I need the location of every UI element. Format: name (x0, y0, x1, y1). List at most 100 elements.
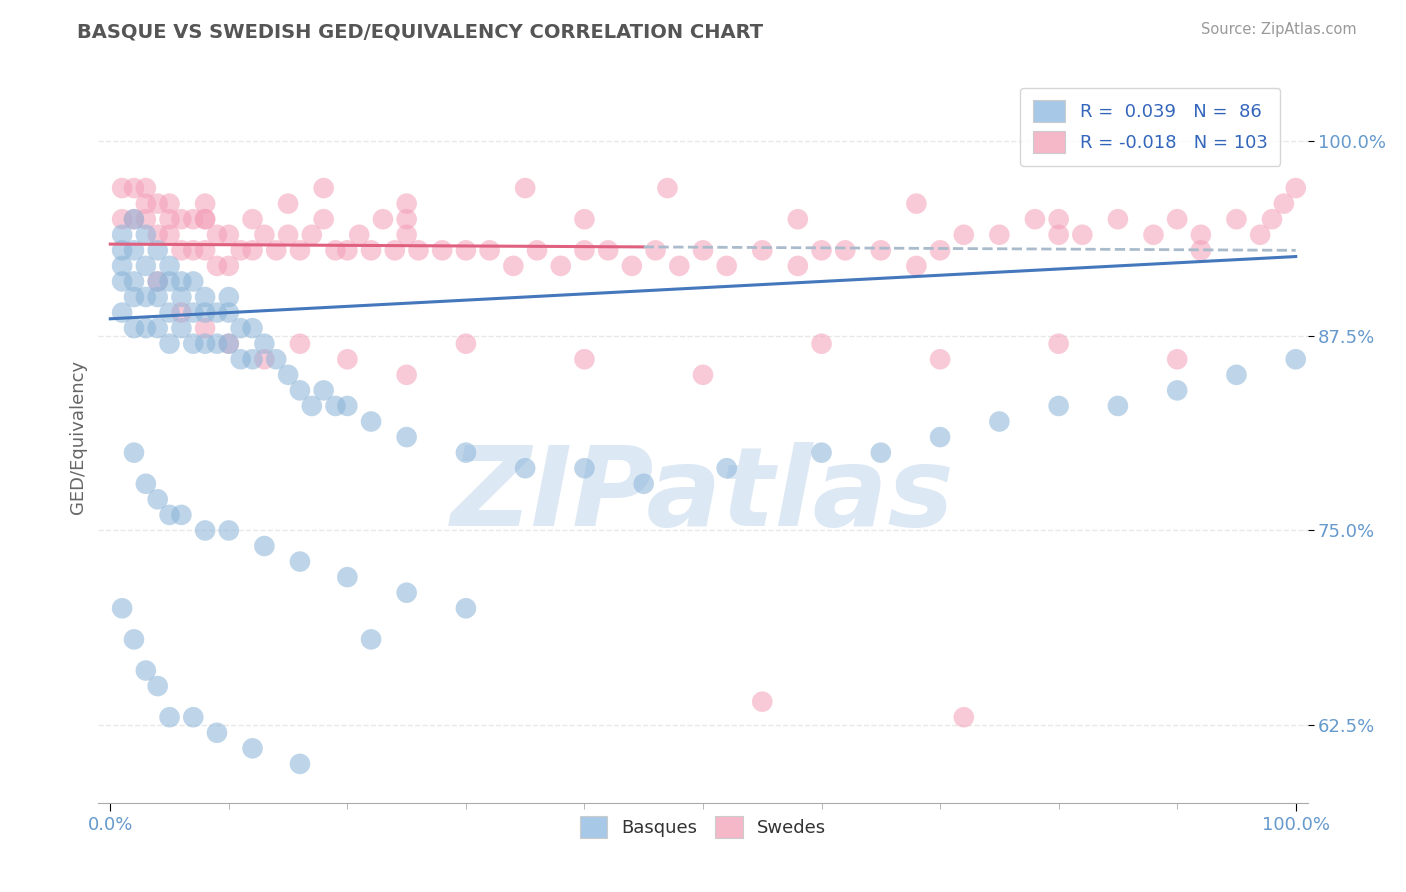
Point (1225, 212, 1247, 227)
Point (218, 336, 240, 351)
Point (929, 352, 952, 367)
Point (159, 508, 181, 522)
Point (834, 244, 856, 258)
Text: ZIPatlas: ZIPatlas (451, 442, 955, 549)
Point (478, 244, 501, 258)
Point (1261, 212, 1284, 227)
Point (146, 321, 169, 335)
Point (146, 275, 169, 289)
Point (384, 244, 406, 258)
Point (325, 399, 347, 413)
Point (146, 244, 169, 258)
Point (810, 336, 832, 351)
Point (598, 244, 620, 258)
Point (395, 227, 418, 242)
Point (277, 196, 299, 211)
Point (988, 415, 1011, 429)
Point (325, 244, 347, 258)
Point (242, 352, 264, 367)
Point (218, 290, 240, 304)
Point (668, 259, 690, 273)
Point (1071, 227, 1094, 242)
Point (159, 212, 181, 227)
Point (432, 244, 454, 258)
Point (122, 244, 145, 258)
Point (1189, 227, 1212, 242)
Point (288, 384, 311, 398)
Point (122, 275, 145, 289)
Point (146, 227, 169, 242)
Point (159, 710, 181, 724)
Point (146, 290, 169, 304)
Legend: Basques, Swedes: Basques, Swedes (572, 808, 834, 845)
Point (135, 476, 157, 491)
Point (170, 305, 193, 319)
Point (205, 725, 228, 739)
Point (253, 352, 276, 367)
Point (205, 336, 228, 351)
Point (218, 227, 240, 242)
Point (644, 244, 666, 258)
Point (170, 321, 193, 335)
Point (159, 305, 181, 319)
Point (122, 212, 145, 227)
Point (952, 710, 974, 724)
Point (312, 384, 335, 398)
Point (1249, 227, 1271, 242)
Point (1225, 368, 1247, 382)
Point (395, 368, 418, 382)
Point (159, 336, 181, 351)
Text: Source: ZipAtlas.com: Source: ZipAtlas.com (1201, 22, 1357, 37)
Point (181, 212, 204, 227)
Point (1107, 399, 1129, 413)
Point (264, 244, 287, 258)
Point (929, 244, 952, 258)
Point (905, 196, 928, 211)
Point (111, 275, 134, 289)
Point (301, 399, 323, 413)
Point (135, 259, 157, 273)
Point (135, 290, 157, 304)
Point (515, 461, 537, 475)
Point (657, 181, 679, 195)
Point (264, 352, 287, 367)
Point (620, 259, 643, 273)
Point (135, 321, 157, 335)
Point (170, 508, 193, 522)
Point (181, 305, 204, 319)
Point (242, 321, 264, 335)
Point (1189, 244, 1212, 258)
Point (988, 227, 1011, 242)
Point (288, 336, 311, 351)
Point (205, 227, 228, 242)
Point (229, 352, 252, 367)
Point (253, 227, 276, 242)
Point (194, 196, 217, 211)
Point (135, 664, 157, 678)
Point (135, 227, 157, 242)
Point (288, 555, 311, 569)
Point (218, 336, 240, 351)
Point (135, 181, 157, 195)
Point (716, 259, 738, 273)
Point (1047, 212, 1070, 227)
Point (122, 212, 145, 227)
Point (229, 244, 252, 258)
Point (135, 196, 157, 211)
Point (218, 524, 240, 538)
Point (1047, 399, 1070, 413)
Point (170, 275, 193, 289)
Point (360, 244, 382, 258)
Point (692, 244, 714, 258)
Point (395, 430, 418, 444)
Point (159, 227, 181, 242)
Point (170, 244, 193, 258)
Point (205, 305, 228, 319)
Point (633, 476, 655, 491)
Point (242, 212, 264, 227)
Point (751, 244, 773, 258)
Point (194, 305, 217, 319)
Point (194, 212, 217, 227)
Point (159, 275, 181, 289)
Point (1107, 212, 1129, 227)
